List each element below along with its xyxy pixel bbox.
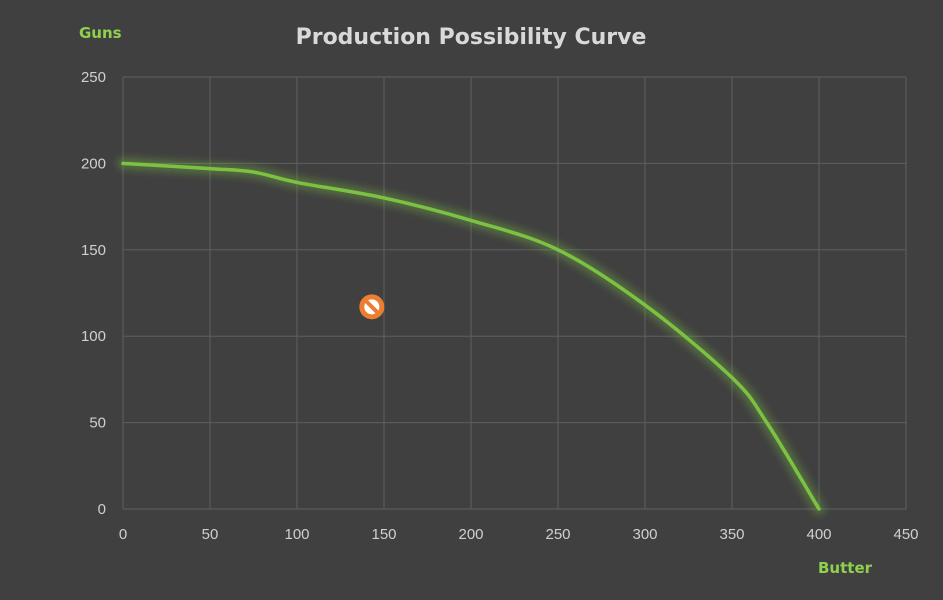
y-tick-label-5: 250 [81,69,106,86]
y-tick-label-2: 100 [81,328,106,345]
x-tick-label-0: 0 [119,526,127,543]
y-tick-label-4: 200 [81,155,106,172]
x-tick-label-3: 150 [371,526,396,543]
y-tick-label-1: 50 [89,415,106,432]
x-tick-label-9: 450 [893,526,918,543]
marker-layer [359,294,385,320]
x-tick-label-1: 50 [202,526,219,543]
x-tick-label-7: 350 [719,526,744,543]
chart-title: Production Possibility Curve [296,25,647,50]
x-tick-label-2: 100 [284,526,309,543]
y-axis-title: Guns [79,24,122,42]
y-tick-labels: 0 50 100 150 200 250 [81,69,106,518]
x-tick-label-6: 300 [632,526,657,543]
y-tick-label-3: 150 [81,242,106,259]
x-axis-title: Butter [818,559,873,577]
x-tick-label-4: 200 [458,526,483,543]
gridlines [122,76,907,510]
x-tick-label-8: 400 [806,526,831,543]
series-layer [117,157,825,515]
y-tick-label-0: 0 [98,501,106,518]
ppc-curve-line [121,161,821,511]
x-tick-labels: 0 50 100 150 200 250 300 350 400 450 [119,526,919,543]
prohibited-icon [359,294,385,320]
x-tick-label-5: 250 [545,526,570,543]
